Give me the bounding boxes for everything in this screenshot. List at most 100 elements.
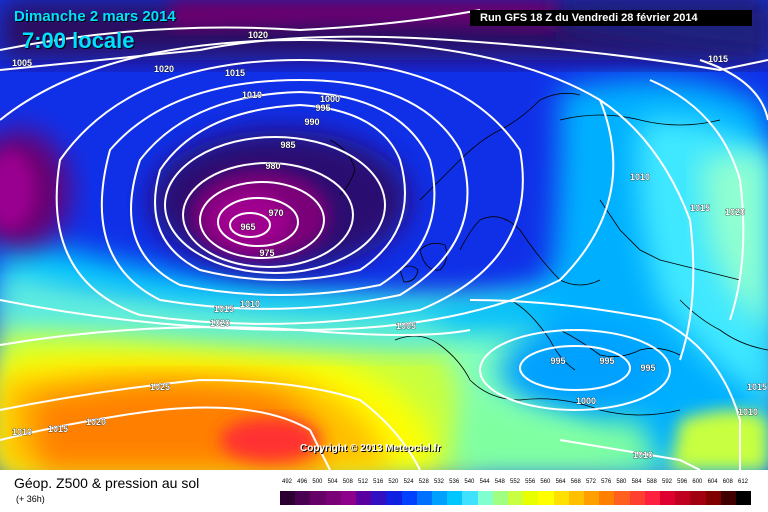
isobar-label: 995 <box>599 356 614 366</box>
isobar-label: 1005 <box>12 58 32 68</box>
scale-swatch <box>477 491 493 505</box>
isobar-label: 980 <box>265 161 280 171</box>
scale-label: 548 <box>494 479 505 485</box>
scale-label: 608 <box>722 479 733 485</box>
scale-swatch <box>462 491 478 505</box>
isobar-label: 1020 <box>210 318 230 328</box>
isobar-label: 1005 <box>396 321 416 331</box>
scale-swatch <box>432 491 448 505</box>
scale-label: 604 <box>707 479 718 485</box>
coastlines <box>329 92 768 416</box>
scale-label: 568 <box>570 479 581 485</box>
copyright: Copyright © 2013 Meteociel.fr <box>300 443 441 454</box>
scale-swatch <box>614 491 630 505</box>
scale-label: 596 <box>677 479 688 485</box>
isobar-label: 1020 <box>154 64 174 74</box>
scale-label: 572 <box>585 479 596 485</box>
scale-swatch <box>356 491 372 505</box>
scale-swatch <box>629 491 645 505</box>
scale-label: 564 <box>555 479 566 485</box>
map-date: Dimanche 2 mars 2014 <box>14 8 176 25</box>
scale-swatch <box>675 491 691 505</box>
scale-label: 540 <box>464 479 475 485</box>
scale-label: 528 <box>418 479 429 485</box>
isobar-label: 1025 <box>150 382 170 392</box>
scale-swatch <box>416 491 432 505</box>
scale-swatch <box>599 491 615 505</box>
color-scale: 492 496 500 504 508 512 516 520 524 528 532 536 540 5… <box>280 479 754 509</box>
scale-label: 556 <box>525 479 536 485</box>
scale-swatch <box>447 491 463 505</box>
scale-label: 504 <box>327 479 338 485</box>
scale-label: 588 <box>646 479 657 485</box>
run-info: Run GFS 18 Z du Vendredi 28 février 2014 <box>470 10 752 26</box>
scale-swatch <box>584 491 600 505</box>
weather-map: 1020 1005 1020 1015 1010 1000 995 990 985 980 970 9… <box>0 0 768 470</box>
scale-swatch <box>508 491 524 505</box>
isobar-label: 1020 <box>86 417 106 427</box>
scale-label: 552 <box>509 479 520 485</box>
scale-swatch <box>295 491 311 505</box>
isobar-label: 995 <box>315 103 330 113</box>
isobar-label: 1015 <box>708 54 728 64</box>
isobar-label: 1015 <box>747 382 767 392</box>
isobar-label: 975 <box>259 248 274 258</box>
scale-swatch <box>644 491 660 505</box>
isobar-label: 1015 <box>214 304 234 314</box>
isobar-label: 995 <box>640 363 655 373</box>
isobar-label: 1020 <box>248 30 268 40</box>
scale-swatch <box>310 491 326 505</box>
isobar-label: 1020 <box>725 207 745 217</box>
isobar-label: 995 <box>550 356 565 366</box>
scale-label: 576 <box>601 479 612 485</box>
scale-label: 516 <box>373 479 384 485</box>
parameter-title: Géop. Z500 & pression au sol <box>14 475 200 491</box>
scale-label: 520 <box>388 479 399 485</box>
scale-label: 508 <box>342 479 353 485</box>
isobar-label: 1010 <box>242 90 262 100</box>
isobar-label: 1010 <box>240 299 260 309</box>
scale-swatch <box>492 491 508 505</box>
isobar-label: 1015 <box>690 203 710 213</box>
scale-swatch <box>386 491 402 505</box>
isobar-label: 990 <box>304 117 319 127</box>
scale-swatch <box>660 491 676 505</box>
scale-swatch <box>568 491 584 505</box>
scale-swatch <box>705 491 721 505</box>
scale-swatch <box>553 491 569 505</box>
isobar-label: 1015 <box>48 424 68 434</box>
isobar-label: 1010 <box>630 172 650 182</box>
scale-swatch <box>523 491 539 505</box>
isobar-label: 1010 <box>633 450 653 460</box>
scale-label: 560 <box>540 479 551 485</box>
scale-label: 492 <box>281 479 292 485</box>
scale-label: 612 <box>737 479 748 485</box>
isobar-label: 1015 <box>225 68 245 78</box>
scale-label: 532 <box>433 479 444 485</box>
scale-label: 584 <box>631 479 642 485</box>
isobar-label: 965 <box>240 222 255 232</box>
scale-swatch <box>736 491 752 505</box>
isobar-label: 985 <box>280 140 295 150</box>
scale-swatch <box>340 491 356 505</box>
scale-label: 496 <box>297 479 308 485</box>
isobars <box>0 9 768 470</box>
map-time: 7:00 locale <box>22 28 135 53</box>
isobar-label: 970 <box>268 208 283 218</box>
scale-label: 512 <box>357 479 368 485</box>
isobar-label: 1010 <box>738 407 758 417</box>
geopotential-field <box>0 0 768 470</box>
scale-swatch <box>538 491 554 505</box>
isobar-label: 1010 <box>12 427 32 437</box>
scale-label: 524 <box>403 479 414 485</box>
isobar-label: 1000 <box>576 396 596 406</box>
scale-label: 592 <box>661 479 672 485</box>
scale-label: 600 <box>692 479 703 485</box>
scale-swatch <box>720 491 736 505</box>
isobar-label: 1000 <box>320 94 340 104</box>
scale-label: 536 <box>449 479 460 485</box>
scale-label: 500 <box>312 479 323 485</box>
legend-panel: Géop. Z500 & pression au sol (+ 36h) 492… <box>0 470 768 512</box>
scale-swatch <box>371 491 387 505</box>
